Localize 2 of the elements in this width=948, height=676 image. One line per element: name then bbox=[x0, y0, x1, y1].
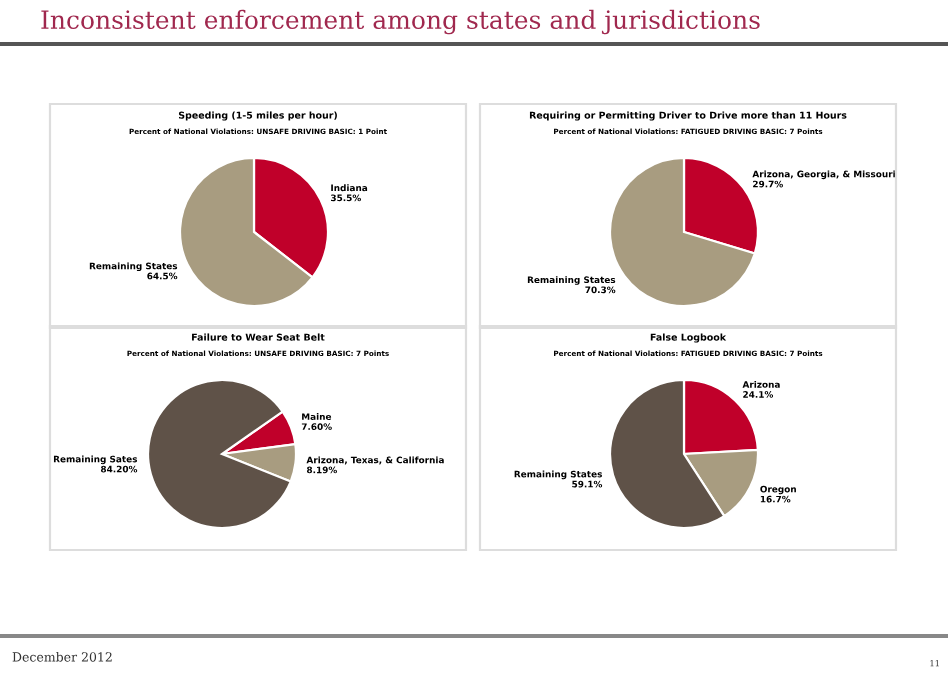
text: Inconsistent enforcement among states and jurisdictions bbox=[41, 9, 760, 35]
pie-slice bbox=[146, 378, 292, 530]
